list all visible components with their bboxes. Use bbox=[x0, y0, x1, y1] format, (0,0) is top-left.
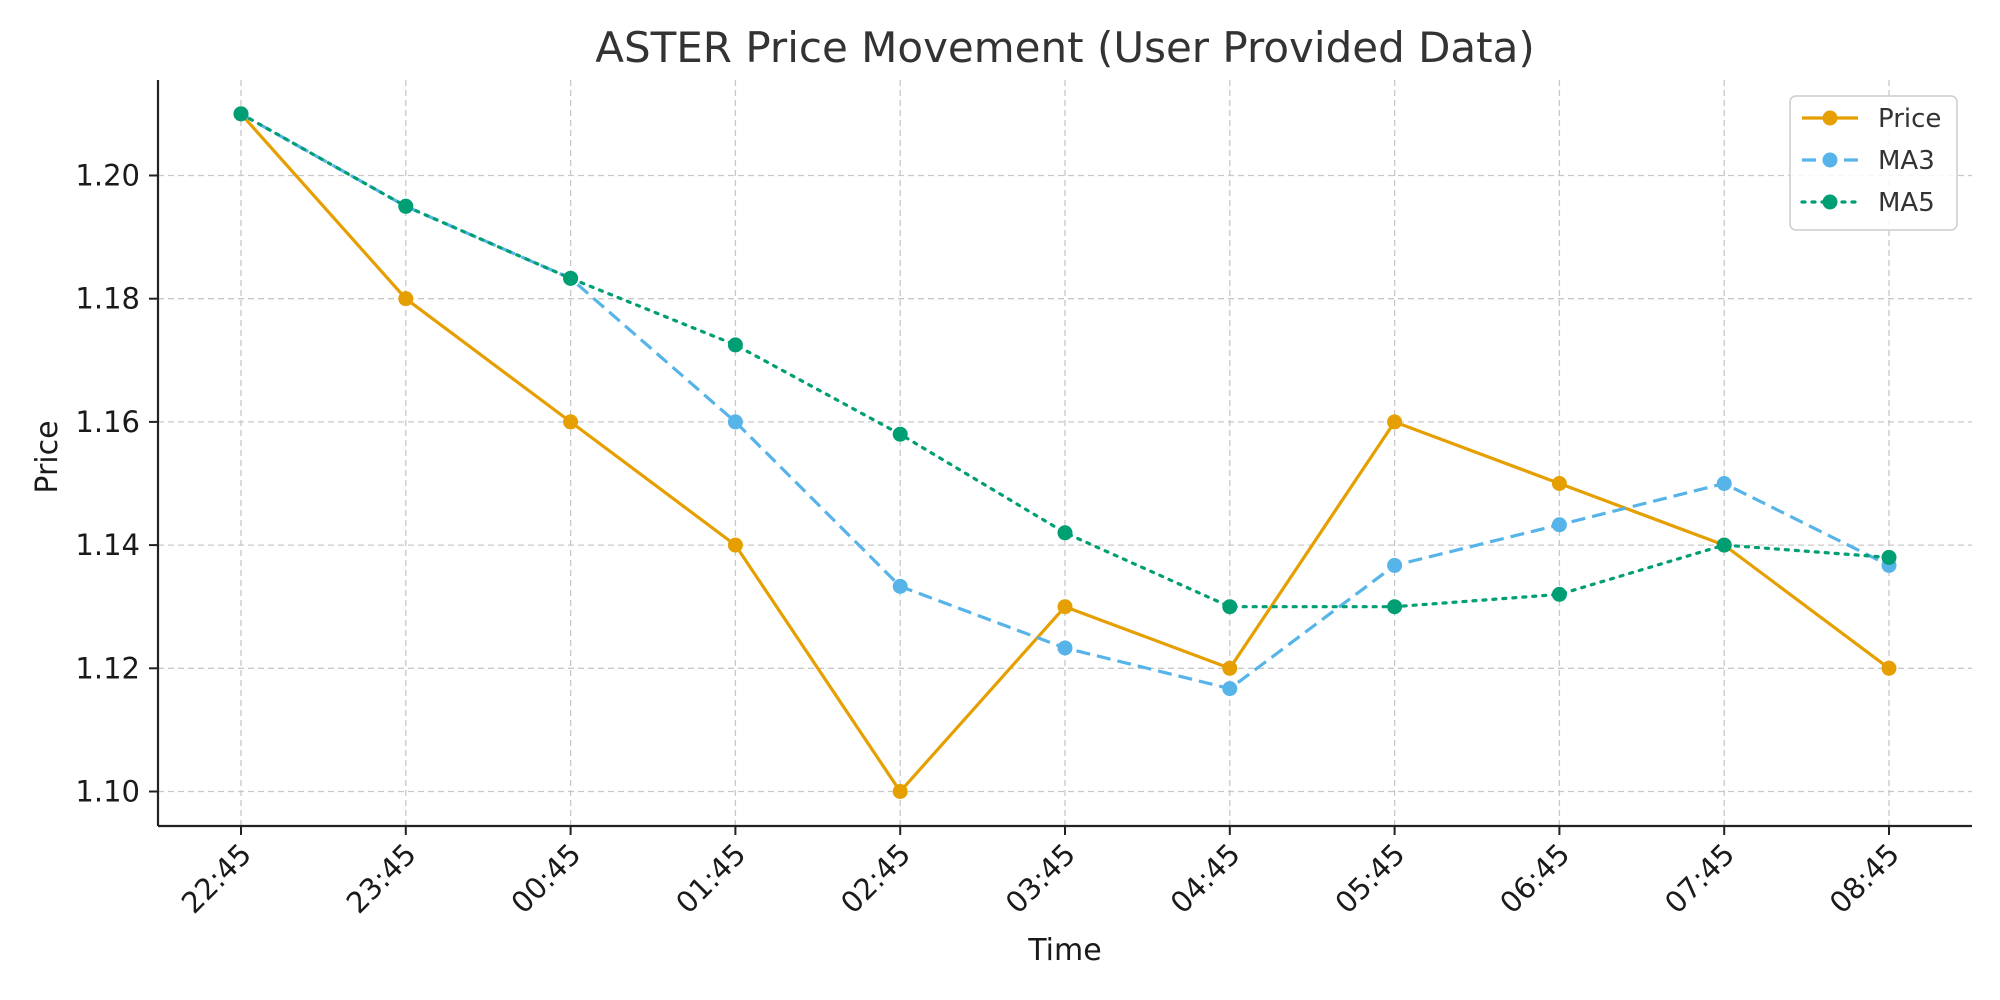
y-tick-label: 1.20 bbox=[75, 158, 140, 192]
legend-ma5-marker bbox=[1822, 194, 1838, 210]
price-point bbox=[1057, 599, 1073, 615]
ma5-point bbox=[1222, 599, 1238, 615]
x-tick-label: 01:45 bbox=[669, 837, 752, 920]
price-point bbox=[1881, 660, 1897, 676]
legend: Price MA3 MA5 bbox=[1789, 95, 1958, 231]
x-tick-label: 22:45 bbox=[175, 837, 258, 920]
ma5-point bbox=[233, 106, 249, 122]
ma3-point bbox=[892, 578, 908, 594]
ma3-point bbox=[1222, 681, 1238, 697]
x-tick-label: 03:45 bbox=[999, 837, 1082, 920]
ma5-point bbox=[892, 426, 908, 442]
ma3-point bbox=[727, 414, 743, 430]
y-tick-label: 1.14 bbox=[75, 528, 140, 562]
legend-item-ma5: MA5 bbox=[1800, 188, 1935, 218]
ma5-point bbox=[1057, 525, 1073, 541]
ma3-point bbox=[1551, 517, 1567, 533]
ma5-point bbox=[563, 270, 579, 286]
ma5-point bbox=[1387, 599, 1403, 615]
ma3-point bbox=[1716, 475, 1732, 491]
ma5-point bbox=[1716, 537, 1732, 553]
price-point bbox=[1551, 475, 1567, 491]
x-tick-label: 05:45 bbox=[1328, 837, 1411, 920]
legend-item-ma3: MA3 bbox=[1802, 146, 1935, 176]
y-axis-title: Price bbox=[30, 420, 65, 493]
ma5-point bbox=[727, 337, 743, 353]
x-tick-label: 23:45 bbox=[340, 837, 423, 920]
ma5-point bbox=[398, 198, 414, 214]
legend-item-price: Price bbox=[1802, 104, 1941, 134]
y-tick-label: 1.16 bbox=[75, 405, 140, 439]
x-tick-label: 02:45 bbox=[834, 837, 917, 920]
ma3-point bbox=[1387, 557, 1403, 573]
price-point bbox=[563, 414, 579, 430]
y-tick-label: 1.18 bbox=[75, 282, 140, 316]
y-tick-label: 1.10 bbox=[75, 775, 140, 809]
x-tick-label: 07:45 bbox=[1658, 837, 1741, 920]
x-tick-label: 00:45 bbox=[504, 837, 587, 920]
tick-labels: 22:45 23:45 00:45 01:45 02:45 03:45 04:45 05:45… bbox=[75, 158, 1906, 920]
price-point bbox=[398, 291, 414, 307]
y-tick-label: 1.12 bbox=[75, 651, 140, 685]
ma5-point bbox=[1881, 549, 1897, 565]
x-tick-label: 08:45 bbox=[1823, 837, 1906, 920]
series-lines bbox=[233, 106, 1897, 800]
axes bbox=[149, 80, 1972, 835]
legend-price-marker bbox=[1822, 110, 1838, 126]
price-point bbox=[1387, 414, 1403, 430]
legend-price-label: Price bbox=[1878, 104, 1941, 134]
ma5-point bbox=[1551, 586, 1567, 602]
legend-ma5-label: MA5 bbox=[1878, 188, 1935, 218]
legend-ma3-label: MA3 bbox=[1878, 146, 1935, 176]
series-ma5 bbox=[233, 106, 1897, 615]
ma3-point bbox=[1057, 640, 1073, 656]
legend-ma3-marker bbox=[1822, 152, 1838, 168]
price-point bbox=[892, 784, 908, 800]
chart-title: ASTER Price Movement (User Provided Data… bbox=[595, 23, 1535, 72]
price-point bbox=[1222, 660, 1238, 676]
x-tick-label: 06:45 bbox=[1493, 837, 1576, 920]
grid bbox=[158, 80, 1972, 826]
x-tick-label: 04:45 bbox=[1164, 837, 1247, 920]
ma5-line bbox=[239, 112, 1891, 609]
x-axis-title: Time bbox=[1027, 933, 1101, 968]
price-point bbox=[727, 537, 743, 553]
